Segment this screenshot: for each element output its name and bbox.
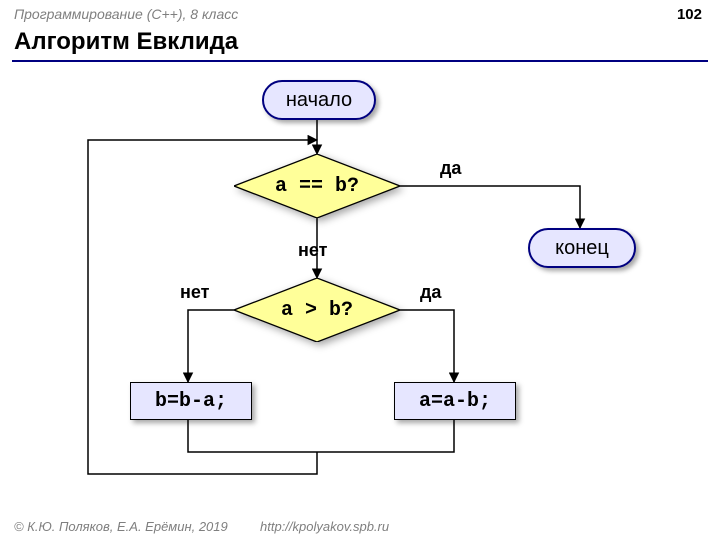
end-terminator: конец — [528, 228, 636, 268]
procR-label: a=a-b; — [419, 390, 491, 413]
decision-a-eq-b: a == b? — [234, 154, 400, 218]
process-b-minus-a: b=b-a; — [130, 382, 252, 420]
start-label: начало — [286, 89, 352, 112]
label-yes-2: да — [420, 282, 441, 303]
decision-a-gt-b: a > b? — [234, 278, 400, 342]
label-no-1: нет — [298, 240, 327, 261]
process-a-minus-b: a=a-b; — [394, 382, 516, 420]
start-terminator: начало — [262, 80, 376, 120]
footer-copyright: © К.Ю. Поляков, Е.А. Ерёмин, 2019 — [14, 519, 228, 534]
slide: Программирование (C++), 8 класс 102 Алго… — [0, 0, 720, 540]
footer-url: http://kpolyakov.spb.ru — [260, 519, 389, 534]
decision1-label: a == b? — [234, 154, 400, 218]
end-label: конец — [555, 237, 609, 260]
decision2-label: a > b? — [234, 278, 400, 342]
label-yes-1: да — [440, 158, 461, 179]
procL-label: b=b-a; — [155, 390, 227, 413]
label-no-2: нет — [180, 282, 209, 303]
